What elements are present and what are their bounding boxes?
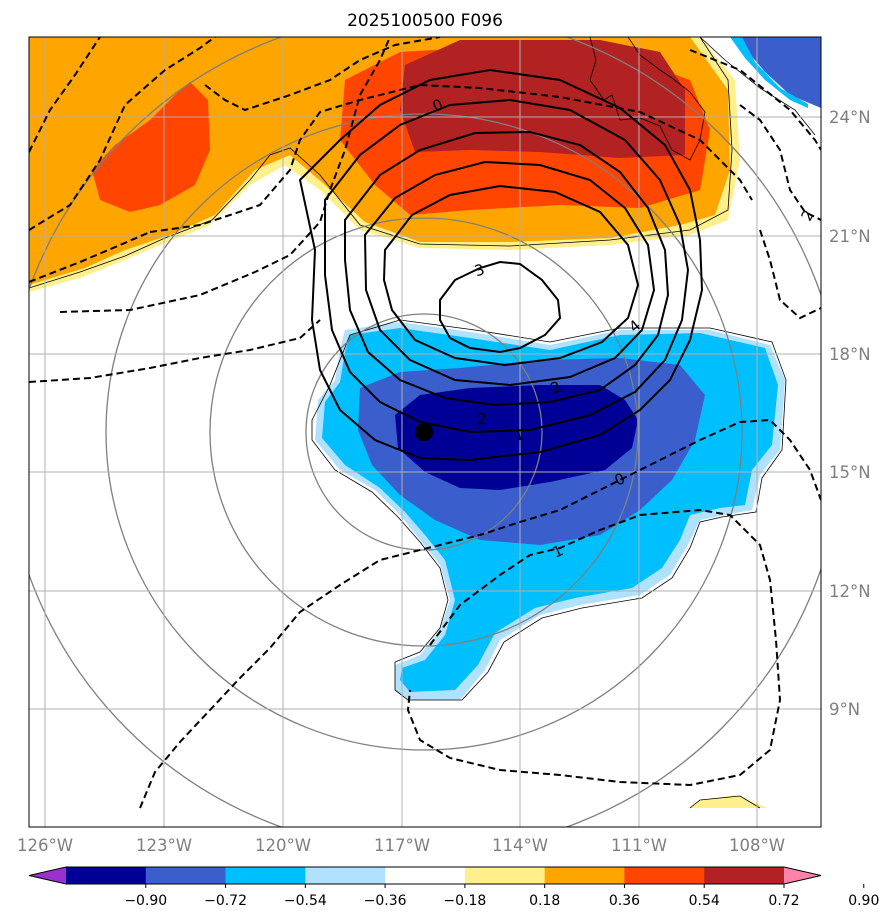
colorbar-segment — [305, 867, 386, 884]
colorbar-tick-label: 0.54 — [689, 893, 720, 909]
contour-labels: 0 3 4 2 2 1 0 1 2 — [430, 95, 818, 561]
lon-tick-label: 111°W — [611, 836, 667, 855]
colorbar-segment — [145, 867, 227, 884]
map-area: 0 3 4 2 2 1 0 1 2 — [29, 37, 821, 827]
thin-outline-contours — [29, 37, 816, 809]
coastline — [589, 37, 706, 161]
fill-negative-ne-edge — [730, 37, 808, 108]
fill-positive-darkred — [400, 40, 685, 158]
fill-positive-south-patch — [688, 795, 768, 808]
dashed-contours — [29, 37, 821, 809]
colorbar-tick-label: −0.54 — [284, 893, 327, 909]
colorbar-tick-label: 0.36 — [609, 893, 640, 909]
fill-negative-navy — [395, 385, 638, 490]
colorbar-tick-label: 0.18 — [529, 893, 560, 909]
fill-negative-ne-royalblue — [740, 37, 821, 108]
grid-lines — [29, 37, 821, 827]
colorbar-segment — [66, 867, 147, 884]
colorbar-tick-label: −0.72 — [204, 893, 247, 909]
lat-tick-label: 12°N — [829, 582, 871, 601]
lat-tick-label: 21°N — [829, 227, 871, 246]
lon-tick-label: 114°W — [492, 836, 548, 855]
colorbar-segment — [225, 867, 306, 884]
lon-tick-label: 117°W — [374, 836, 430, 855]
colorbar-tick-label: −0.18 — [443, 893, 486, 909]
lon-tick-label: 108°W — [729, 836, 785, 855]
lon-tick-label: 120°W — [255, 836, 311, 855]
colorbar-segment — [464, 867, 546, 884]
colorbar-tick-label: −0.36 — [364, 893, 407, 909]
lat-tick-label: 15°N — [829, 463, 871, 482]
colorbar-segment — [624, 867, 705, 884]
solid-contours — [298, 68, 704, 462]
colorbar-extend-min — [29, 867, 66, 884]
range-rings — [29, 37, 821, 827]
fill-positive-red-west — [92, 82, 210, 212]
lat-tick-label: 24°N — [829, 108, 871, 127]
map-frame — [28, 36, 822, 828]
chart-title: 2025100500 F096 — [347, 11, 503, 31]
contour-label: 1 — [513, 425, 526, 444]
lon-tick-label: 123°W — [136, 836, 192, 855]
colorbar-tick-label: −0.90 — [124, 893, 167, 909]
lat-tick-labels: 24°N 21°N 18°N 15°N 12°N 9°N — [829, 108, 871, 719]
colorbar-tick-label: 0.90 — [848, 893, 879, 909]
lon-tick-labels: 126°W 123°W 120°W 117°W 114°W 111°W 108°… — [17, 836, 785, 855]
storm-center-marker — [415, 423, 433, 441]
lon-tick-label: 126°W — [17, 836, 73, 855]
colorbar-tick-label: 0.72 — [768, 893, 799, 909]
colorbar: −0.90 −0.72 −0.54 −0.36 −0.18 0.18 0.36 0.54 0.7… — [28, 866, 879, 909]
contour-label: 2 — [477, 410, 487, 428]
colorbar-segment — [544, 867, 625, 884]
colorbar-extend-max — [784, 867, 821, 884]
colorbar-segment — [704, 867, 785, 884]
colorbar-segment — [385, 867, 466, 884]
lat-tick-label: 18°N — [829, 345, 871, 364]
colorbar-outline — [28, 866, 822, 885]
lat-tick-label: 9°N — [829, 700, 860, 719]
